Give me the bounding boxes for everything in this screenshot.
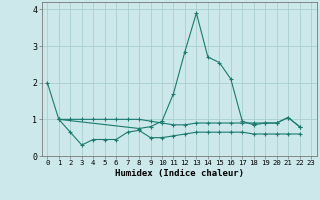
X-axis label: Humidex (Indice chaleur): Humidex (Indice chaleur) xyxy=(115,169,244,178)
